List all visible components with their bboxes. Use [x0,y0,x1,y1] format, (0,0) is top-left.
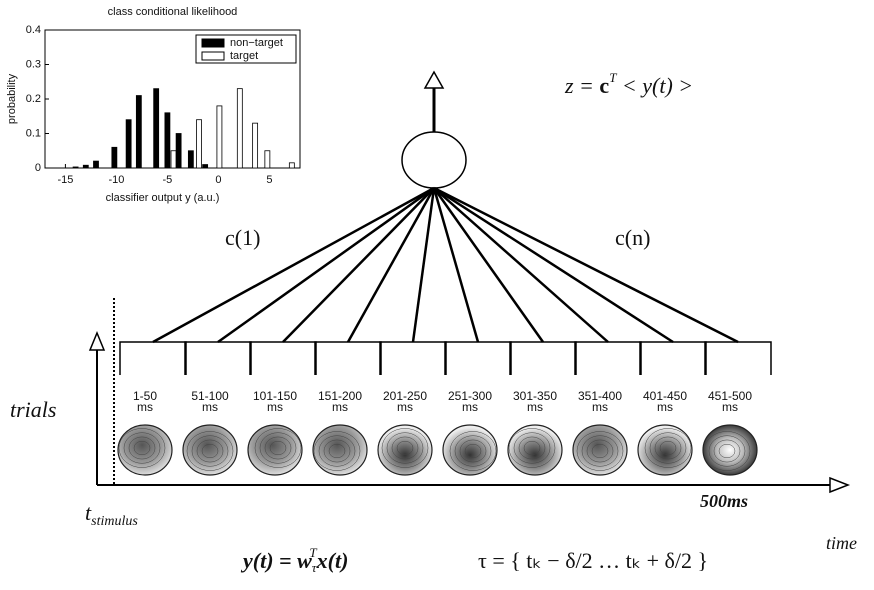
x-axis-label: time [826,533,857,553]
bar [265,151,270,168]
bar [289,163,294,168]
window-unit: ms [397,400,413,414]
y-tick-label: 0.2 [26,93,41,105]
y-tick-label: 0.3 [26,58,41,70]
scalp-map [703,425,757,475]
window-bracket [575,342,641,375]
bar [126,120,131,168]
bar [237,89,242,168]
bar [94,161,99,168]
x-axis-label: classifier output y (a.u.) [106,192,220,204]
weight-label: c(n) [615,225,650,250]
window-equation: τ = { tₖ − δ/2 … tₖ + δ/2 } [478,548,708,573]
x-tick-label: -10 [108,174,124,186]
connection [218,188,434,342]
bar [188,151,193,168]
x-tick-label: -5 [163,174,173,186]
window-bracket [120,342,186,375]
window-unit: ms [267,400,283,414]
window-bracket [640,342,706,375]
window-unit: ms [202,400,218,414]
legend-swatch [202,52,224,60]
bar [176,134,181,169]
y-tick-label: 0.4 [26,24,41,36]
bar [197,120,202,168]
connection [434,188,673,342]
connection [283,188,434,342]
window-bracket [380,342,446,375]
bar [136,96,141,168]
window-bracket [705,342,771,375]
figure: 1-50ms51-100ms101-150ms151-200ms201-250m… [0,0,874,590]
connection [434,188,543,342]
scalp-map [313,425,367,475]
window-bracket [315,342,381,375]
output-equation: z = cT < y(t) > [564,70,693,98]
bar [83,165,88,168]
bar [165,113,170,168]
connection [434,188,608,342]
bar [112,147,117,168]
bar [217,106,222,168]
y-axis-label: trials [10,397,56,422]
stimulus-label: tstimulus [85,500,138,529]
window-unit: ms [462,400,478,414]
end-label: 500ms [700,491,748,511]
scalp-map [443,425,497,475]
bar [171,151,176,168]
y-axis-label: probability [6,73,18,124]
connection [434,188,738,342]
scalp-map [573,425,627,475]
bar [154,89,159,168]
window-unit: ms [332,400,348,414]
scalp-map [183,425,237,475]
y-tick-label: 0 [35,162,41,174]
x-tick-label: -15 [57,174,73,186]
y-tick-label: 0.1 [26,127,41,139]
legend-label: non−target [230,37,283,49]
window-unit: ms [722,400,738,414]
window-bracket [445,342,511,375]
x-tick-label: 5 [266,174,272,186]
window-unit: ms [592,400,608,414]
x-tick-label: 0 [215,174,221,186]
window-unit: ms [527,400,543,414]
connection [413,188,434,342]
window-unit: ms [137,400,153,414]
legend-label: target [230,50,258,62]
legend-swatch [202,39,224,47]
inset-chart: class conditional likelihood 0 0.1 0.2 0.3 0.… [6,6,300,204]
windows: 1-50ms51-100ms101-150ms151-200ms201-250m… [118,188,771,475]
bar [73,167,78,168]
chart-title: class conditional likelihood [108,6,238,18]
window-bracket [510,342,576,375]
bar [203,165,208,168]
projection-equation: y(t) = wτTx(t) [240,545,348,575]
bar [253,123,258,168]
window-bracket [185,342,251,375]
weight-label: c(1) [225,225,260,250]
window-unit: ms [657,400,673,414]
window-bracket [250,342,316,375]
